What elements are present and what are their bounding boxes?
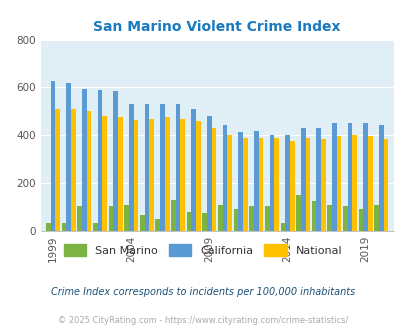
Bar bbox=[93, 223, 98, 231]
Bar bbox=[51, 82, 55, 231]
Bar bbox=[280, 223, 284, 231]
Bar bbox=[113, 91, 118, 231]
Bar bbox=[196, 121, 200, 231]
Title: San Marino Violent Crime Index: San Marino Violent Crime Index bbox=[93, 20, 340, 34]
Legend: San Marino, California, National: San Marino, California, National bbox=[60, 240, 345, 260]
Bar bbox=[264, 206, 269, 231]
Bar bbox=[367, 137, 372, 231]
Bar bbox=[207, 116, 211, 231]
Bar bbox=[331, 123, 336, 231]
Bar bbox=[269, 135, 274, 231]
Bar bbox=[87, 112, 91, 231]
Bar bbox=[133, 120, 138, 231]
Bar bbox=[358, 210, 362, 231]
Bar bbox=[342, 206, 347, 231]
Bar bbox=[108, 206, 113, 231]
Bar bbox=[249, 206, 253, 231]
Text: © 2025 CityRating.com - https://www.cityrating.com/crime-statistics/: © 2025 CityRating.com - https://www.city… bbox=[58, 315, 347, 325]
Bar bbox=[55, 109, 60, 231]
Bar bbox=[217, 205, 222, 231]
Text: Crime Index corresponds to incidents per 100,000 inhabitants: Crime Index corresponds to incidents per… bbox=[51, 287, 354, 297]
Bar bbox=[160, 104, 164, 231]
Bar bbox=[326, 205, 331, 231]
Bar bbox=[211, 128, 216, 231]
Bar bbox=[383, 139, 388, 231]
Bar bbox=[238, 132, 243, 231]
Bar bbox=[300, 128, 305, 231]
Bar bbox=[378, 124, 383, 231]
Bar bbox=[155, 219, 160, 231]
Bar bbox=[336, 137, 341, 231]
Bar bbox=[62, 223, 66, 231]
Bar bbox=[243, 138, 247, 231]
Bar bbox=[102, 116, 107, 231]
Bar bbox=[191, 109, 196, 231]
Bar bbox=[171, 200, 175, 231]
Bar bbox=[222, 124, 227, 231]
Bar bbox=[46, 223, 51, 231]
Bar bbox=[289, 141, 294, 231]
Bar bbox=[347, 123, 352, 231]
Bar bbox=[373, 205, 378, 231]
Bar bbox=[149, 118, 153, 231]
Bar bbox=[180, 118, 185, 231]
Bar bbox=[71, 109, 76, 231]
Bar bbox=[284, 135, 289, 231]
Bar bbox=[124, 205, 129, 231]
Bar bbox=[315, 128, 320, 231]
Bar bbox=[258, 138, 263, 231]
Bar bbox=[164, 117, 169, 231]
Bar bbox=[274, 138, 278, 231]
Bar bbox=[202, 213, 207, 231]
Bar bbox=[77, 206, 82, 231]
Bar bbox=[352, 135, 356, 231]
Bar bbox=[233, 210, 238, 231]
Bar bbox=[227, 135, 232, 231]
Bar bbox=[66, 83, 71, 231]
Bar bbox=[253, 131, 258, 231]
Bar bbox=[320, 139, 325, 231]
Bar bbox=[129, 104, 133, 231]
Bar bbox=[305, 138, 309, 231]
Bar bbox=[82, 89, 87, 231]
Bar bbox=[311, 201, 315, 231]
Bar bbox=[144, 104, 149, 231]
Bar bbox=[362, 123, 367, 231]
Bar bbox=[118, 117, 122, 231]
Bar bbox=[175, 104, 180, 231]
Bar bbox=[139, 215, 144, 231]
Bar bbox=[98, 90, 102, 231]
Bar bbox=[295, 195, 300, 231]
Bar bbox=[186, 212, 191, 231]
